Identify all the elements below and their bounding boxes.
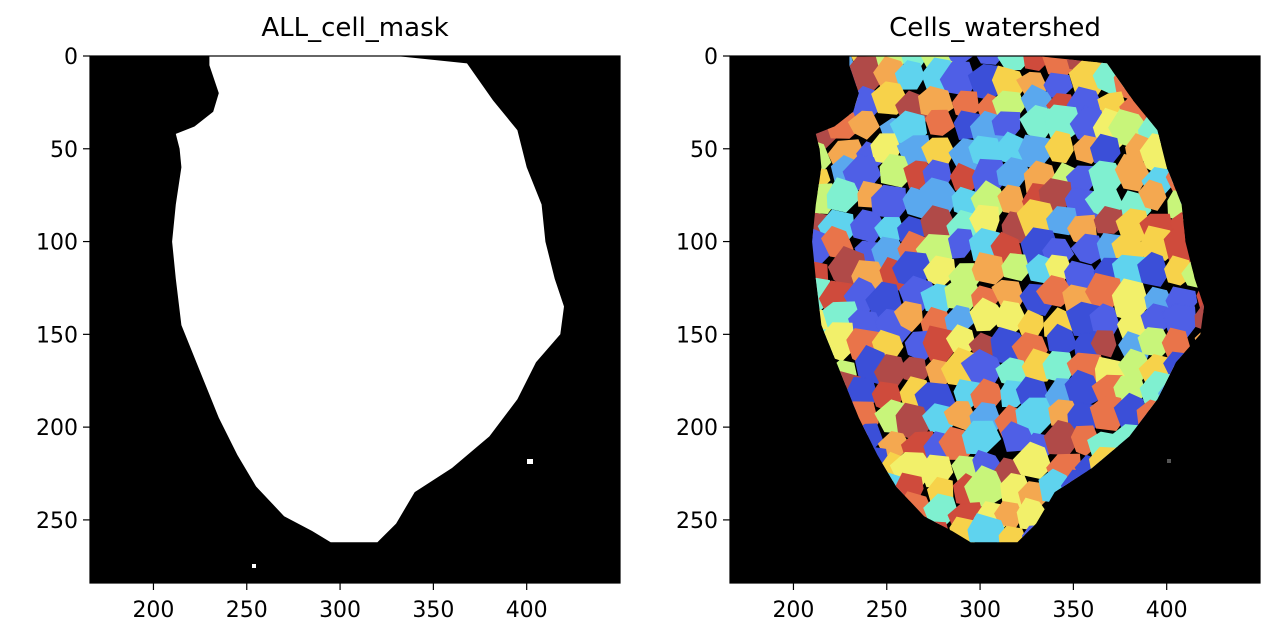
watershed-cell xyxy=(947,228,975,259)
watershed-cell xyxy=(847,110,880,140)
x-tick-label: 250 xyxy=(226,598,268,623)
watershed-cell xyxy=(1022,56,1052,71)
watershed-cell xyxy=(1089,394,1126,432)
watershed-cell xyxy=(969,297,1006,332)
axes-frame xyxy=(89,55,621,584)
watershed-cell xyxy=(1138,179,1167,211)
panel-title: Cells_watershed xyxy=(889,13,1101,43)
label-speck xyxy=(1167,459,1171,463)
y-tick-label: 150 xyxy=(36,323,78,348)
mask-speck xyxy=(252,564,256,568)
y-tick-label: 0 xyxy=(64,45,78,70)
y-tick-label: 150 xyxy=(676,323,718,348)
x-tick-label: 400 xyxy=(506,598,548,623)
watershed-cell xyxy=(1044,130,1074,164)
mask-speck xyxy=(527,459,533,464)
x-axis-ticks: 200 250 300 350 400 xyxy=(132,583,548,623)
y-tick-label: 250 xyxy=(36,509,78,534)
x-tick-label: 350 xyxy=(1052,598,1094,623)
x-tick-label: 200 xyxy=(132,598,174,623)
y-tick-label: 50 xyxy=(690,138,718,163)
watershed-cell xyxy=(967,513,1007,543)
watershed-cell xyxy=(971,252,1006,285)
y-tick-label: 200 xyxy=(36,416,78,441)
panel-cells-watershed: Cells_watershed 200 250 300 350 400 0 50 100 15… xyxy=(676,13,1261,623)
x-tick-label: 350 xyxy=(412,598,454,623)
watershed-cell xyxy=(1114,153,1150,192)
watershed-cell xyxy=(894,60,925,90)
panel-all-cell-mask: ALL_cell_mask 200 250 300 350 400 0 50 100 150 2… xyxy=(36,13,621,623)
watershed-cell xyxy=(974,56,1005,65)
watershed-cell xyxy=(1137,251,1169,287)
watershed-cell xyxy=(893,300,923,333)
y-tick-label: 200 xyxy=(676,416,718,441)
watershed-cell xyxy=(1012,441,1052,480)
watershed-cell xyxy=(1001,253,1030,282)
watershed-cell xyxy=(826,177,862,213)
y-tick-label: 0 xyxy=(704,45,718,70)
x-tick-label: 250 xyxy=(866,598,908,623)
axes-frame xyxy=(729,55,1261,584)
y-axis-ticks: 0 50 100 150 200 250 xyxy=(36,45,90,534)
y-axis-ticks: 0 50 100 150 200 250 xyxy=(676,45,730,534)
y-tick-label: 100 xyxy=(676,231,718,256)
y-tick-label: 100 xyxy=(36,231,78,256)
x-tick-label: 400 xyxy=(1146,598,1188,623)
y-tick-label: 50 xyxy=(50,138,78,163)
watershed-cell xyxy=(998,525,1027,543)
x-tick-label: 200 xyxy=(772,598,814,623)
panel-title: ALL_cell_mask xyxy=(261,13,448,43)
watershed-cell xyxy=(879,153,913,188)
cell-mask-region xyxy=(172,56,564,543)
watershed-cell xyxy=(1093,206,1124,234)
watershed-cell xyxy=(1068,56,1106,95)
watershed-cell xyxy=(1090,330,1117,358)
watershed-cell xyxy=(1196,280,1204,317)
y-tick-label: 250 xyxy=(676,509,718,534)
watershed-cell xyxy=(1070,233,1107,265)
x-tick-label: 300 xyxy=(319,598,361,623)
x-tick-label: 300 xyxy=(959,598,1001,623)
watershed-cell xyxy=(925,109,955,136)
x-axis-ticks: 200 250 300 350 400 xyxy=(772,583,1188,623)
